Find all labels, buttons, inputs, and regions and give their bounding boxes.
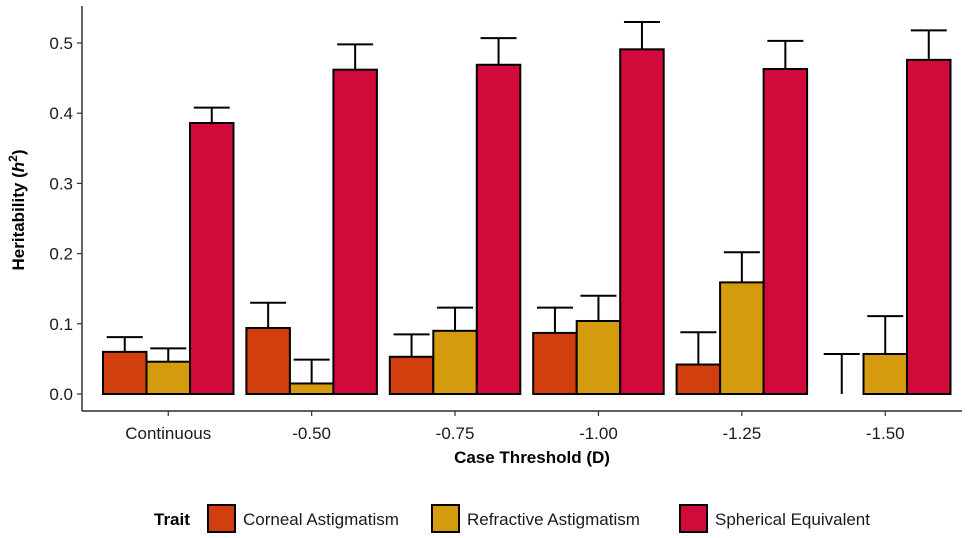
bar <box>619 48 665 396</box>
y-tick-label: 0.3 <box>49 174 73 193</box>
bar <box>245 327 291 395</box>
x-tick-label: -0.50 <box>292 424 331 443</box>
bar <box>432 329 478 396</box>
bar <box>675 363 722 395</box>
bar <box>906 58 952 396</box>
bar <box>388 355 435 396</box>
legend-swatch <box>431 504 460 533</box>
y-tick-label: 0.4 <box>49 104 73 123</box>
legend-swatch <box>679 504 708 533</box>
y-axis-title-prefix: Heritability ( <box>9 172 28 271</box>
bar <box>145 360 191 396</box>
y-axis-title: Heritability (h2) <box>6 150 28 271</box>
bar <box>575 319 622 396</box>
x-axis-title: Case Threshold (D) <box>454 448 610 467</box>
legend-label: Spherical Equivalent <box>715 510 870 529</box>
y-tick-label: 0.1 <box>49 315 73 334</box>
bar <box>532 331 578 395</box>
bar <box>862 352 908 395</box>
y-tick-label: 0.2 <box>49 245 73 264</box>
legend-label: Corneal Astigmatism <box>243 510 399 529</box>
legend-title: Trait <box>154 510 190 529</box>
bar <box>102 350 148 396</box>
x-axis: Continuous -0.50 -0.75 -1.00 -1.25 -1.50 <box>82 410 962 443</box>
bar <box>475 63 522 396</box>
x-tick-label: -1.25 <box>722 424 761 443</box>
x-tick-label: -1.50 <box>866 424 905 443</box>
legend-swatch <box>207 504 236 533</box>
bar <box>189 122 235 395</box>
y-axis: 0.0 0.1 0.2 0.3 0.4 0.5 <box>49 6 83 411</box>
bar <box>332 68 378 396</box>
bar <box>719 281 765 395</box>
y-axis-title-suffix: ) <box>9 150 28 156</box>
x-tick-label: Continuous <box>125 424 211 443</box>
legend-label: Refractive Astigmatism <box>467 510 640 529</box>
bar <box>762 67 809 395</box>
y-tick-label: 0.0 <box>49 385 73 404</box>
y-tick-label: 0.5 <box>49 34 73 53</box>
plot-area <box>102 20 952 396</box>
y-axis-title-superscript: 2 <box>6 155 20 162</box>
x-tick-label: -1.00 <box>579 424 618 443</box>
x-tick-label: -0.75 <box>436 424 475 443</box>
legend: Trait Corneal Astigmatism Refractive Asti… <box>154 504 870 533</box>
y-axis-title-symbol: h <box>9 162 28 172</box>
bar <box>288 382 335 396</box>
